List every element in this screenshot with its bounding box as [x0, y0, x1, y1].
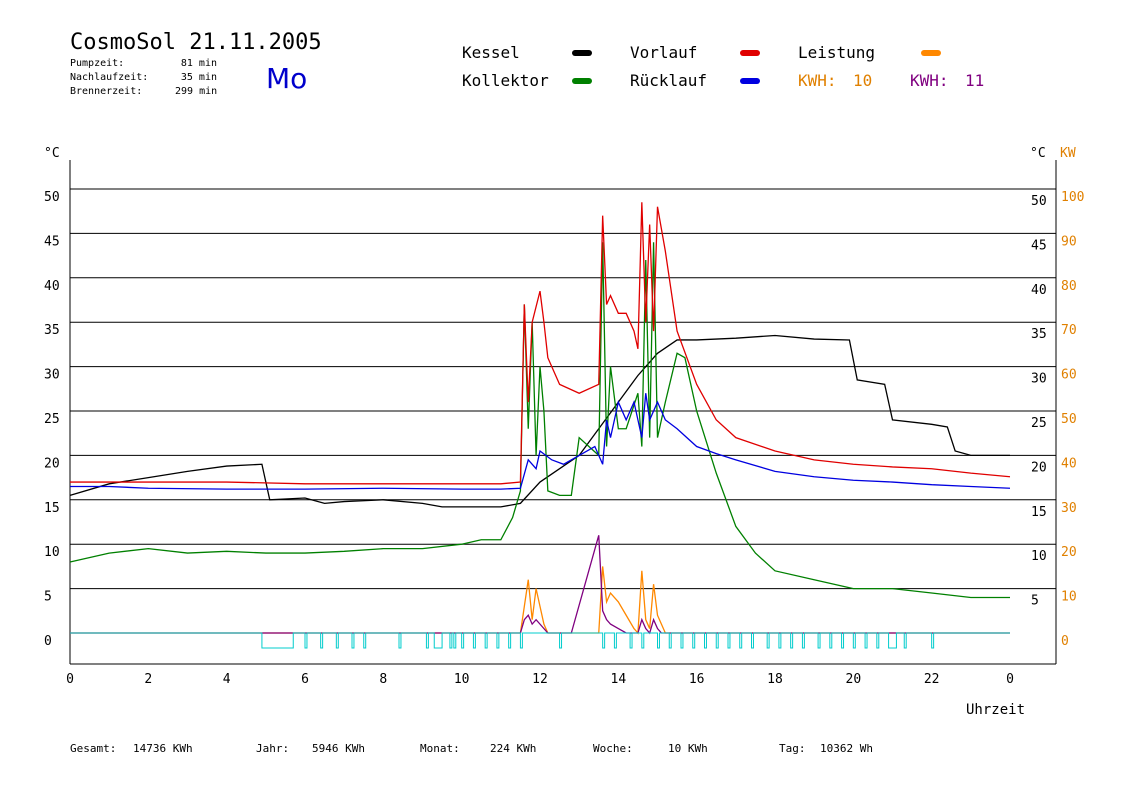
y2-tick-label: 70	[1061, 323, 1077, 338]
y-left-tick-label: 35	[44, 323, 60, 338]
y-left-tick-label: 45	[44, 234, 60, 249]
stat-value-nachlaufzeit: 35 min	[180, 72, 217, 83]
y2-tick-label: 100	[1061, 190, 1084, 205]
legend-vorlauf-label: Vorlauf	[630, 43, 698, 62]
x-tick-label: 6	[301, 672, 309, 687]
legend-kollektor-label: Kollektor	[462, 71, 549, 90]
x-tick-label: 0	[66, 672, 74, 687]
y-left-tick-label: 0	[44, 634, 52, 649]
chart-grid	[70, 188, 1056, 590]
y2-unit: KW	[1060, 146, 1076, 161]
x-tick-label: 18	[767, 672, 783, 687]
x-tick-label: 12	[532, 672, 548, 687]
footer-monat-value: 224 KWh	[490, 742, 537, 755]
y2-tick-label: 40	[1061, 456, 1077, 471]
footer-woche-label: Woche:	[593, 742, 633, 755]
x-tick-label: 8	[379, 672, 387, 687]
y2-tick-label: 80	[1061, 279, 1077, 294]
x-tick-label: 22	[924, 672, 940, 687]
y-right-tick-label: 40	[1031, 283, 1047, 298]
legend-kessel-swatch	[572, 50, 592, 56]
chart-plot-area	[69, 202, 1011, 649]
footer-jahr-label: Jahr:	[256, 742, 290, 755]
legend-vorlauf-swatch	[740, 50, 760, 56]
weekday-label: Mo	[266, 62, 308, 95]
stat-label-brennerzeit: Brennerzeit:	[70, 86, 143, 97]
x-tick-label: 20	[846, 672, 862, 687]
x-tick-label: 4	[223, 672, 231, 687]
y-right-tick-label: 15	[1031, 505, 1047, 520]
x-tick-label: 16	[689, 672, 705, 687]
series-line-r-cklauf	[70, 393, 1011, 490]
legend-kwh1-value: 10	[853, 71, 873, 90]
y-right-tick-label: 30	[1031, 372, 1047, 387]
y-right-tick-label: 10	[1031, 549, 1047, 564]
footer-tag-label: Tag:	[779, 742, 806, 755]
y-right-tick-label: 35	[1031, 327, 1047, 342]
y2-tick-label: 0	[1061, 634, 1069, 649]
legend-leistung-label: Leistung	[798, 43, 876, 62]
legend-kwh2-label: KWH:	[910, 71, 949, 90]
y-right-tick-label: 25	[1031, 416, 1047, 431]
y-right-tick-label: 50	[1031, 194, 1047, 209]
y-right-tick-label: 20	[1031, 460, 1047, 475]
y-left-tick-label: 20	[44, 456, 60, 471]
footer-gesamt-value: 14736 KWh	[133, 742, 193, 755]
legend-kollektor-swatch	[572, 78, 592, 84]
stat-label-nachlaufzeit: Nachlaufzeit:	[70, 72, 149, 83]
y-left-tick-label: 50	[44, 190, 60, 205]
legend-kwh2-value: 11	[965, 71, 985, 90]
legend-kessel-label: Kessel	[462, 43, 520, 62]
chart-ticks: 0510152025303540455051015202530354045500…	[44, 190, 1084, 687]
stat-label-pumpzeit: Pumpzeit:	[70, 58, 125, 69]
legend-leistung-swatch	[921, 50, 941, 56]
x-tick-label: 10	[454, 672, 470, 687]
y-left-tick-label: 15	[44, 501, 60, 516]
x-tick-label: 0	[1006, 672, 1014, 687]
x-axis-label: Uhrzeit	[966, 702, 1025, 718]
y-right-unit: °C	[1030, 146, 1046, 161]
y2-tick-label: 10	[1061, 590, 1077, 605]
legend-ruecklauf-swatch	[740, 78, 760, 84]
x-tick-label: 14	[611, 672, 627, 687]
y-left-tick-label: 30	[44, 368, 60, 383]
series-line-kwh-11	[70, 535, 1010, 635]
y2-tick-label: 50	[1061, 412, 1077, 427]
footer-jahr-value: 5946 KWh	[312, 742, 365, 755]
series-line-pumpe	[70, 632, 1010, 649]
footer-woche-value: 10 KWh	[668, 742, 708, 755]
stat-value-brennerzeit: 299 min	[175, 86, 218, 97]
y-left-tick-label: 40	[44, 279, 60, 294]
y-right-tick-label: 5	[1031, 594, 1039, 609]
footer-monat-label: Monat:	[420, 742, 460, 755]
footer-gesamt-label: Gesamt:	[70, 742, 117, 755]
footer-tag-value: 10362 Wh	[820, 742, 873, 755]
y-left-tick-label: 25	[44, 412, 60, 427]
y2-tick-label: 90	[1061, 234, 1077, 249]
chart-axes	[69, 160, 1057, 665]
series-line-vorlauf	[70, 202, 1011, 485]
y2-tick-label: 60	[1061, 368, 1077, 383]
y-left-tick-label: 10	[44, 545, 60, 560]
stat-value-pumpzeit: 81 min	[180, 58, 217, 69]
legend-ruecklauf-label: Rücklauf	[630, 71, 708, 90]
series-line-leistung	[70, 566, 1010, 635]
chart-title: CosmoSol 21.11.2005	[70, 30, 322, 55]
x-tick-label: 2	[144, 672, 152, 687]
y-left-tick-label: 5	[44, 590, 52, 605]
y-left-unit: °C	[44, 146, 60, 161]
y2-tick-label: 20	[1061, 545, 1077, 560]
y-right-tick-label: 45	[1031, 238, 1047, 253]
legend-kwh1-label: KWH:	[798, 71, 837, 90]
y2-tick-label: 30	[1061, 501, 1077, 516]
